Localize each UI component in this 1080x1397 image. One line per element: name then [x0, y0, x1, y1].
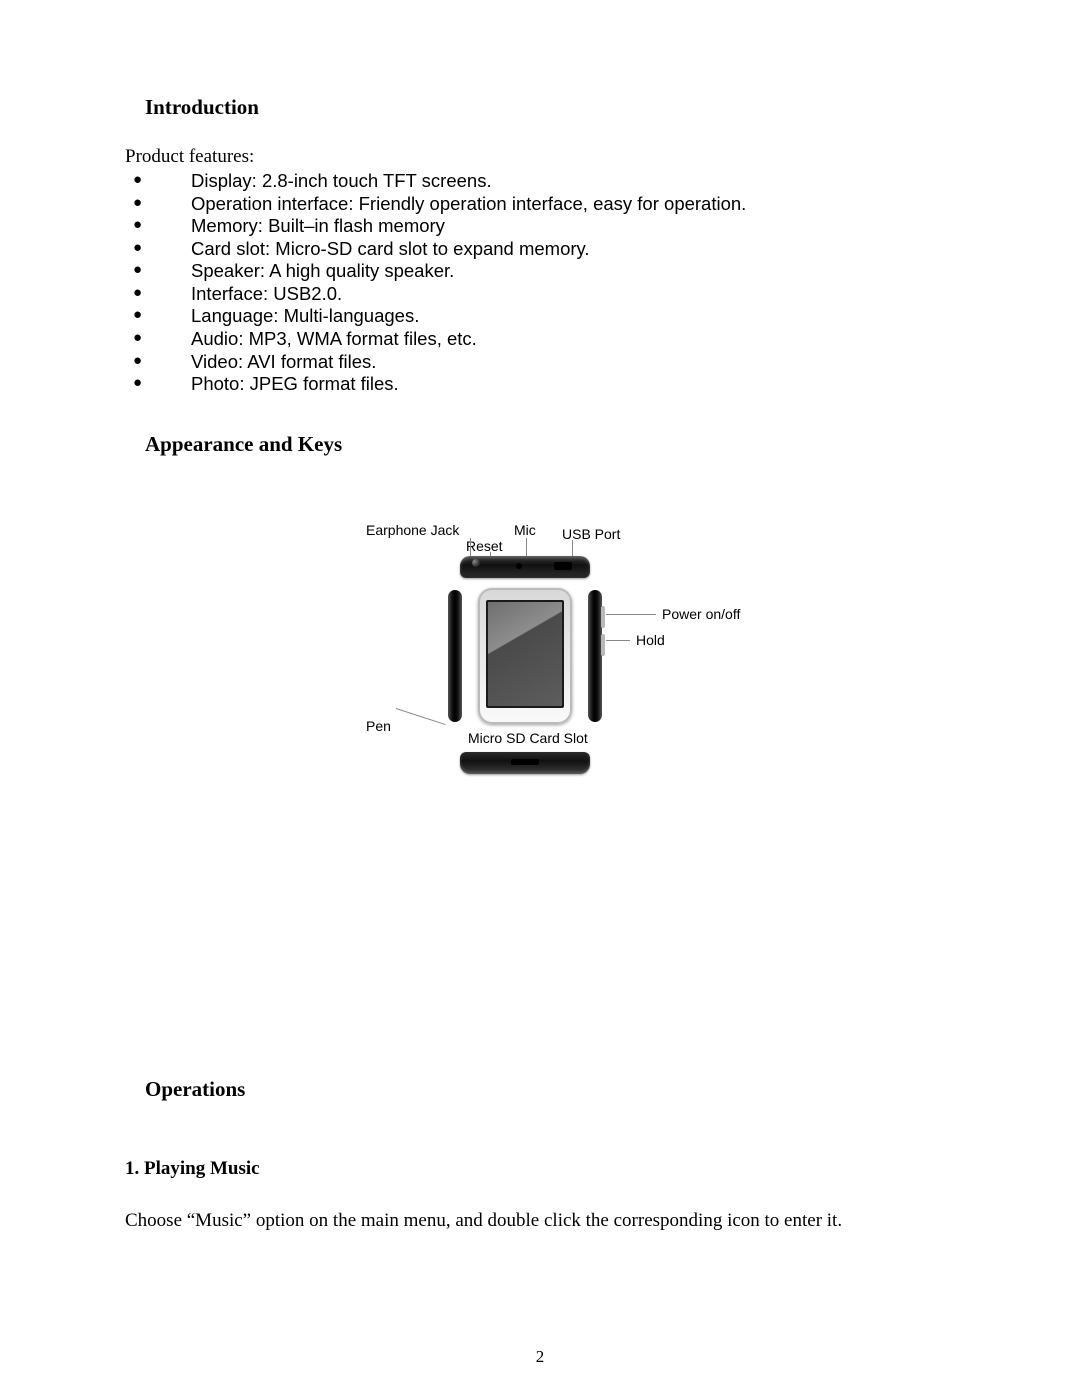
- feature-item: Speaker: A high quality speaker.: [161, 260, 955, 283]
- device-diagram: Earphone Jack Reset Mic USB Port Power o…: [125, 522, 955, 822]
- label-mic: Mic: [514, 522, 536, 538]
- device-right-edge: [588, 590, 602, 722]
- feature-item: Operation interface: Friendly operation …: [161, 193, 955, 216]
- device-left-edge: [448, 590, 462, 722]
- heading-appearance: Appearance and Keys: [145, 432, 955, 457]
- page-number: 2: [0, 1347, 1080, 1367]
- heading-playing-music: 1. Playing Music: [125, 1158, 955, 1180]
- feature-item: Interface: USB2.0.: [161, 283, 955, 306]
- label-hold: Hold: [636, 632, 665, 648]
- operations-paragraph: Choose “Music” option on the main menu, …: [125, 1210, 955, 1232]
- feature-list: Display: 2.8-inch touch TFT screens. Ope…: [125, 170, 955, 396]
- label-power: Power on/off: [662, 606, 740, 622]
- product-features-label: Product features:: [125, 146, 955, 168]
- label-reset: Reset: [466, 538, 503, 554]
- label-pen: Pen: [366, 718, 391, 734]
- document-page: Introduction Product features: Display: …: [0, 0, 1080, 1397]
- feature-item: Video: AVI format files.: [161, 351, 955, 374]
- device-front: [478, 588, 572, 724]
- device-bottom-edge: [460, 752, 590, 774]
- feature-item: Language: Multi-languages.: [161, 305, 955, 328]
- feature-item: Memory: Built–in flash memory: [161, 215, 955, 238]
- heading-introduction: Introduction: [145, 95, 955, 120]
- feature-item: Audio: MP3, WMA format files, etc.: [161, 328, 955, 351]
- label-usb-port: USB Port: [562, 526, 620, 542]
- feature-item: Photo: JPEG format files.: [161, 373, 955, 396]
- device-top-edge: [460, 556, 590, 578]
- heading-operations: Operations: [145, 1077, 955, 1102]
- feature-item: Card slot: Micro-SD card slot to expand …: [161, 238, 955, 261]
- label-micro-sd: Micro SD Card Slot: [468, 730, 588, 746]
- label-earphone-jack: Earphone Jack: [366, 522, 459, 538]
- device-screen: [486, 600, 564, 708]
- feature-item: Display: 2.8-inch touch TFT screens.: [161, 170, 955, 193]
